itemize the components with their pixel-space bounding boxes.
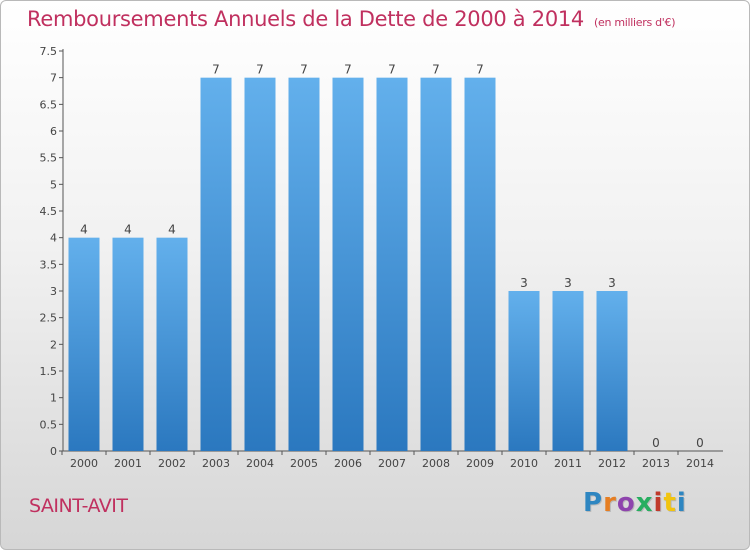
- y-tick-label: 1.5: [40, 365, 58, 378]
- logo-letter: i: [676, 488, 687, 518]
- logo-letter: x: [635, 488, 654, 518]
- data-label: 4: [124, 223, 132, 237]
- bar: [508, 291, 540, 451]
- y-tick-label: 2: [50, 338, 57, 351]
- bar: [288, 77, 320, 452]
- logo-letter: o: [616, 488, 636, 518]
- chart-title-text: Remboursements Annuels de la Dette de 20…: [27, 7, 584, 31]
- bar: [156, 237, 188, 451]
- data-label: 4: [80, 223, 88, 237]
- x-tick-label: 2005: [290, 457, 318, 470]
- logo-letter: t: [663, 488, 677, 518]
- x-tick-label: 2014: [686, 457, 714, 470]
- data-label: 7: [212, 63, 220, 77]
- y-tick-label: 0: [50, 445, 57, 458]
- x-tick-label: 2001: [114, 457, 142, 470]
- bar: [464, 77, 496, 452]
- y-tick-label: 0.5: [40, 418, 58, 431]
- y-tick-label: 4: [50, 232, 57, 245]
- bar: [112, 237, 144, 451]
- y-tick-label: 6: [50, 125, 57, 138]
- commune-name: SAINT-AVIT: [29, 495, 128, 517]
- data-label: 0: [696, 436, 704, 450]
- chart-unit: (en milliers d'€): [594, 16, 676, 29]
- y-tick-label: 1: [50, 392, 57, 405]
- x-tick-label: 2000: [70, 457, 98, 470]
- x-tick-label: 2007: [378, 457, 406, 470]
- y-tick-label: 5: [50, 178, 57, 191]
- x-tick-label: 2013: [642, 457, 670, 470]
- x-tick-label: 2006: [334, 457, 362, 470]
- bar: [376, 77, 408, 452]
- x-tick-label: 2009: [466, 457, 494, 470]
- x-tick-label: 2012: [598, 457, 626, 470]
- x-tick-label: 2002: [158, 457, 186, 470]
- data-label: 4: [168, 223, 176, 237]
- x-tick-label: 2004: [246, 457, 274, 470]
- logo-letter: P: [583, 488, 604, 518]
- y-tick-label: 3: [50, 285, 57, 298]
- chart-title: Remboursements Annuels de la Dette de 20…: [27, 7, 675, 31]
- x-tick-label: 2011: [554, 457, 582, 470]
- data-label: 7: [476, 63, 484, 77]
- bar: [596, 291, 628, 451]
- y-tick-label: 4.5: [40, 205, 58, 218]
- y-tick-label: 5.5: [40, 152, 58, 165]
- bar: [332, 77, 364, 452]
- data-label: 7: [300, 63, 308, 77]
- bar: [420, 77, 452, 452]
- bar: [68, 237, 100, 451]
- data-label: 7: [388, 63, 396, 77]
- x-tick-label: 2003: [202, 457, 230, 470]
- bar: [552, 291, 584, 451]
- data-label: 3: [608, 276, 616, 290]
- logo-letter: i: [653, 488, 664, 518]
- bar: [200, 77, 232, 452]
- y-tick-label: 6.5: [40, 98, 58, 111]
- data-label: 3: [520, 276, 528, 290]
- x-tick-label: 2010: [510, 457, 538, 470]
- x-tick-label: 2008: [422, 457, 450, 470]
- data-label: 3: [564, 276, 572, 290]
- data-label: 7: [432, 63, 440, 77]
- y-tick-label: 7.5: [40, 45, 58, 58]
- y-tick-label: 7: [50, 72, 57, 85]
- data-label: 0: [652, 436, 660, 450]
- data-label: 7: [256, 63, 264, 77]
- y-tick-label: 2.5: [40, 312, 58, 325]
- bar: [244, 77, 276, 452]
- y-tick-label: 3.5: [40, 258, 58, 271]
- data-label: 7: [344, 63, 352, 77]
- proxiti-logo[interactable]: Proxiti: [583, 488, 687, 518]
- logo-letter: r: [603, 488, 617, 518]
